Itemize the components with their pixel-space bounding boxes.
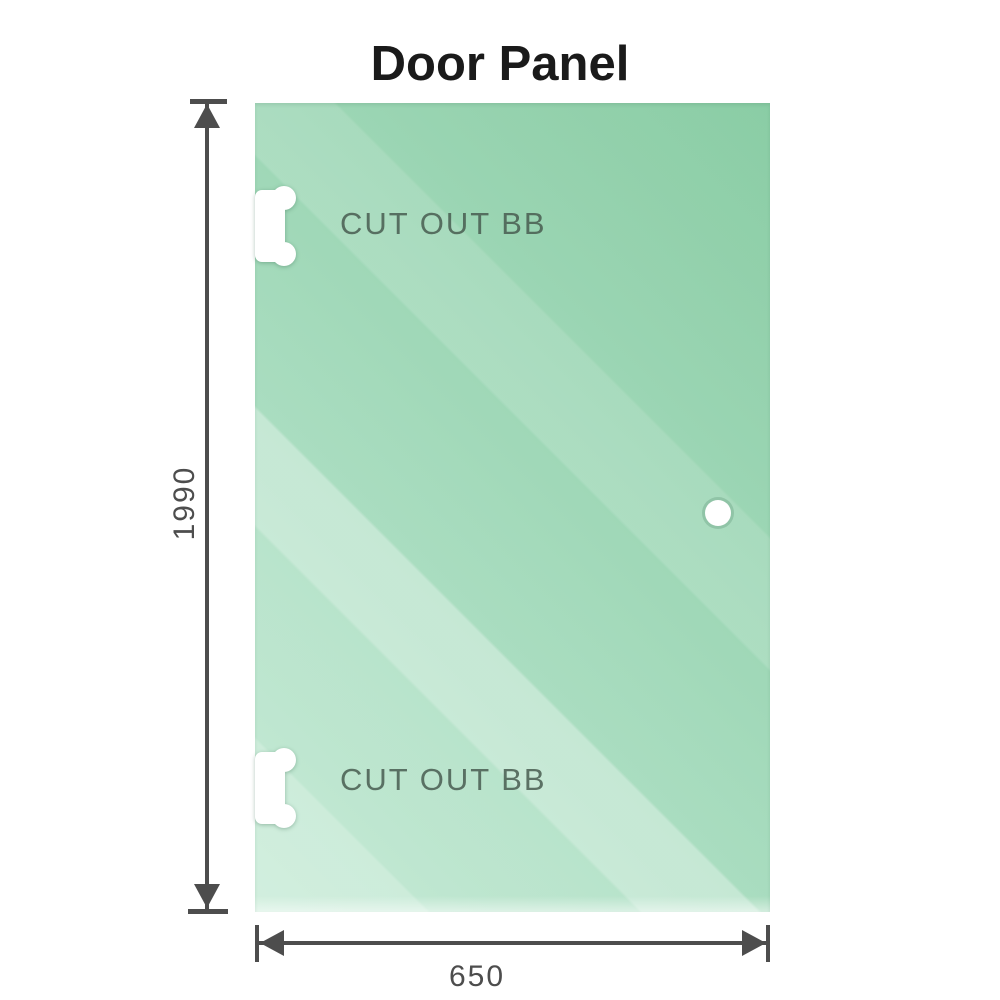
cutout-label-bottom: CUT OUT BB — [340, 762, 547, 797]
handle-hole-icon — [705, 500, 731, 526]
height-dimension-value: 1990 — [168, 465, 201, 541]
height-dimension-line — [205, 101, 209, 911]
width-dimension-cap-right — [766, 925, 770, 962]
arrow-down-icon — [194, 884, 220, 908]
height-dimension-cap-bottom — [188, 909, 228, 914]
cutout-label-top: CUT OUT BB — [340, 206, 547, 241]
glass-panel: CUT OUT BB CUT OUT BB — [255, 103, 770, 912]
hinge-cutout-top-icon — [255, 183, 298, 269]
width-dimension-cap-left — [255, 925, 259, 962]
width-dimension-line — [257, 941, 769, 945]
page-title: Door Panel — [370, 37, 630, 91]
width-dimension-value: 650 — [448, 960, 506, 993]
arrow-left-icon — [260, 930, 284, 956]
arrow-right-icon — [742, 930, 766, 956]
hinge-cutout-bottom-icon — [255, 745, 298, 831]
height-dimension-cap-top — [190, 99, 227, 104]
arrow-up-icon — [194, 104, 220, 128]
